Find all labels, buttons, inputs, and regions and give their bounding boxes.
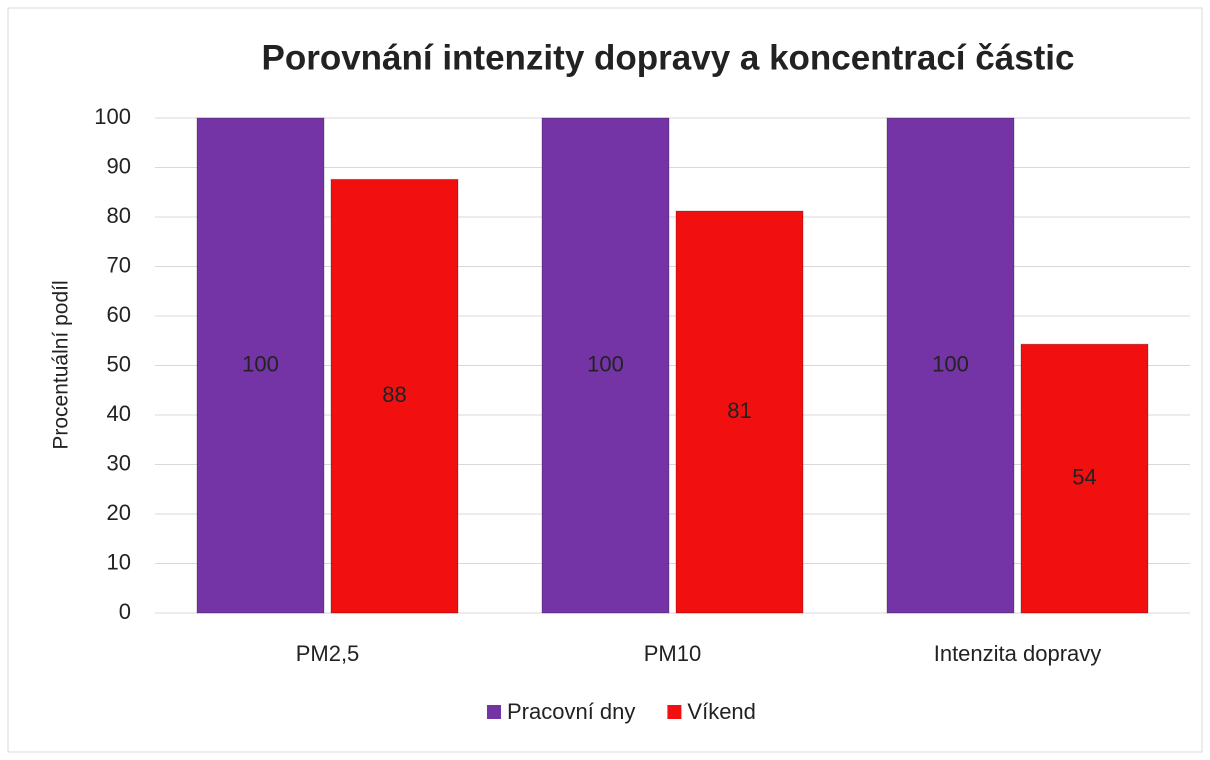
bar: [886, 117, 1015, 614]
y-tick-label: 20: [107, 500, 131, 525]
y-tick-label: 100: [94, 104, 131, 129]
y-tick-label: 0: [119, 599, 131, 624]
x-tick-label: PM10: [644, 641, 701, 666]
y-tick-label: 10: [107, 549, 131, 574]
bar: [330, 178, 459, 614]
y-tick-label: 30: [107, 450, 131, 475]
legend-swatch: [667, 705, 682, 719]
bar: [541, 117, 670, 614]
bar: [675, 210, 804, 614]
data-label: 100: [932, 351, 969, 376]
data-label: 81: [727, 398, 751, 423]
data-label: 100: [587, 351, 624, 376]
data-label: 100: [242, 351, 279, 376]
bar: [1020, 343, 1149, 614]
chart-title: Porovnání intenzity dopravy a koncentrac…: [261, 38, 1074, 77]
y-tick-label: 60: [107, 302, 131, 327]
y-tick-label: 70: [107, 252, 131, 277]
data-label: 88: [382, 382, 406, 407]
x-tick-label: PM2,5: [296, 641, 360, 666]
data-label: 54: [1072, 464, 1096, 489]
y-tick-label: 40: [107, 401, 131, 426]
y-tick-label: 90: [107, 153, 131, 178]
legend-label: Pracovní dny: [507, 699, 635, 724]
legend-swatch: [487, 705, 501, 719]
y-axis-label: Procentuální podíl: [50, 280, 73, 449]
bar: [196, 117, 325, 614]
x-tick-label: Intenzita dopravy: [934, 641, 1102, 666]
legend-label: Víkend: [687, 699, 756, 724]
y-tick-label: 50: [107, 351, 131, 376]
y-tick-label: 80: [107, 203, 131, 228]
